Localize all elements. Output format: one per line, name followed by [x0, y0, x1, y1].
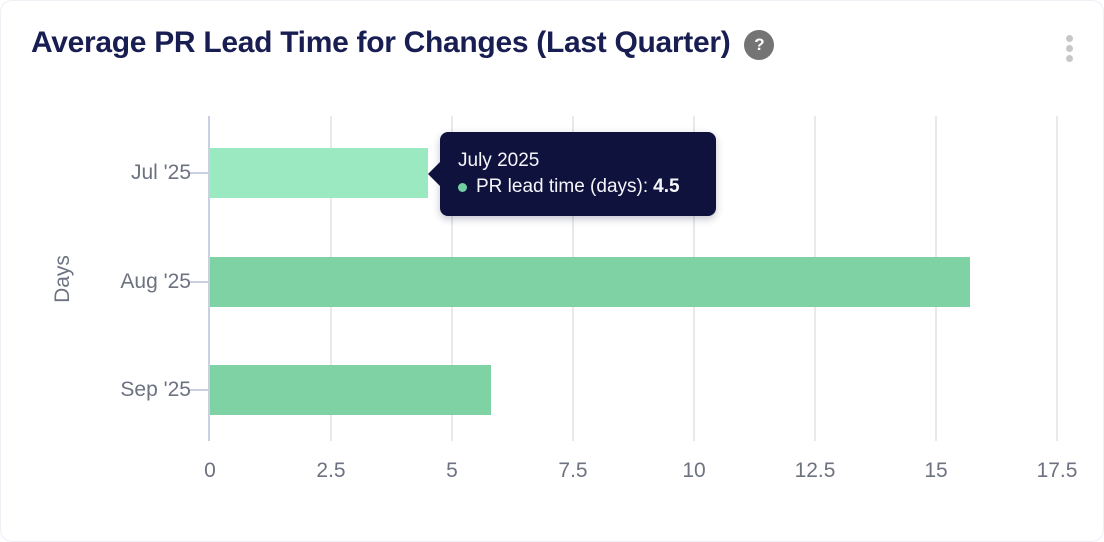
x-tick-label: 5: [446, 459, 458, 482]
tooltip-value: 4.5: [653, 176, 680, 197]
y-category-label: Aug '25: [120, 269, 191, 293]
series-dot-icon: [458, 182, 467, 192]
chart-title: Average PR Lead Time for Changes (Last Q…: [31, 25, 731, 59]
tooltip-series-row: PR lead time (days): 4.5: [458, 176, 698, 198]
kebab-dot: [1065, 54, 1073, 62]
bar-aug25[interactable]: [210, 256, 970, 307]
tooltip-series-label: PR lead time (days):: [476, 176, 649, 197]
plot-area: 0 2.5 5 7.5 10 12.5 15 17.5 Jul '25 Aug '25 Sep '2…: [120, 116, 1077, 482]
y-tick: [190, 172, 208, 175]
x-tick-label: 17.5: [1036, 459, 1078, 482]
x-tick-label: 0: [204, 459, 216, 482]
x-tick-label: 2.5: [316, 459, 346, 482]
help-icon[interactable]: ?: [744, 30, 775, 60]
kebab-dot: [1065, 44, 1073, 52]
x-tick-label: 12.5: [794, 459, 836, 482]
kebab-dot: [1065, 34, 1073, 42]
y-category-label: Jul '25: [130, 161, 191, 185]
x-tick-label: 15: [924, 459, 948, 482]
bar-jul25[interactable]: [210, 148, 428, 199]
y-tick: [190, 280, 208, 283]
x-tick-label: 7.5: [558, 459, 588, 482]
tooltip-title: July 2025: [458, 150, 540, 171]
y-tick: [190, 388, 208, 391]
chart-header: Average PR Lead Time for Changes (Last Q…: [31, 25, 1033, 60]
y-category-label: Sep '25: [120, 377, 191, 401]
bar-sep25[interactable]: [210, 364, 491, 415]
tooltip: July 2025 PR lead time (days): 4.5: [440, 132, 716, 216]
gridline: [1056, 116, 1058, 441]
x-tick-label: 10: [682, 459, 706, 482]
kebab-menu-icon[interactable]: [1057, 29, 1081, 67]
